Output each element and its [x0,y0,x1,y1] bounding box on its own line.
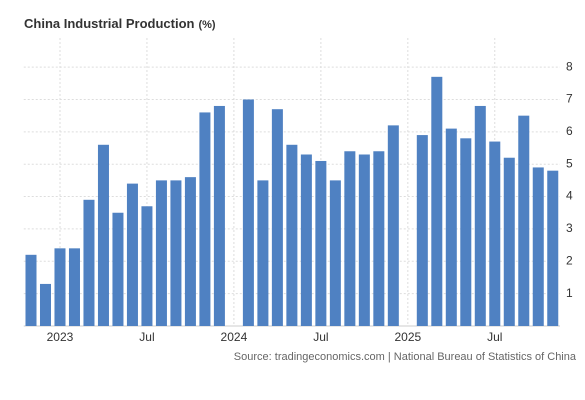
bar [286,144,298,326]
bar [344,151,356,326]
bar [126,183,138,326]
title-text: China Industrial Production [24,16,195,31]
bar [474,105,486,327]
bar [97,144,109,326]
x-tick-label: 2025 [394,330,421,344]
x-tick-label: Jul [313,330,328,344]
x-tick-label: 2023 [47,330,74,344]
bar [170,180,182,326]
chart-title: China Industrial Production (%) [24,16,216,31]
bar [416,135,428,326]
y-tick-label: 1 [566,286,573,300]
bar [141,206,153,326]
bar [39,283,51,326]
bar [112,212,124,326]
source: Source: tradingeconomics.com | National … [234,351,577,363]
y-tick-label: 3 [566,221,573,235]
bar [460,138,472,326]
y-tick-label: 5 [566,156,573,170]
bar [503,157,515,326]
bar [199,112,211,326]
bar [257,180,269,326]
bar [387,125,399,326]
bar [431,76,443,327]
bar [68,248,80,326]
bar [271,109,283,326]
bar [300,154,312,326]
x-tick-label: 2024 [221,330,248,344]
bar [242,99,254,326]
x-tick-label: Jul [139,330,154,344]
bar [489,141,501,326]
x-tick-label: Jul [487,330,502,344]
title-unit: (%) [198,19,215,31]
bar [184,177,196,326]
bar [373,151,385,326]
y-tick-label: 8 [566,59,573,73]
bar [315,160,327,326]
y-tick-label: 2 [566,253,573,267]
bar [329,180,341,326]
y-tick-label: 6 [566,124,573,138]
y-tick-label: 4 [566,189,573,203]
y-tick-label: 7 [566,92,573,106]
bar [445,128,457,326]
bar [25,254,37,326]
bar [54,248,66,326]
bar [213,105,225,327]
bar [155,180,167,326]
bar [83,199,95,326]
bar [518,115,530,326]
bar [358,154,370,326]
bar [532,167,544,326]
bar [547,170,559,326]
